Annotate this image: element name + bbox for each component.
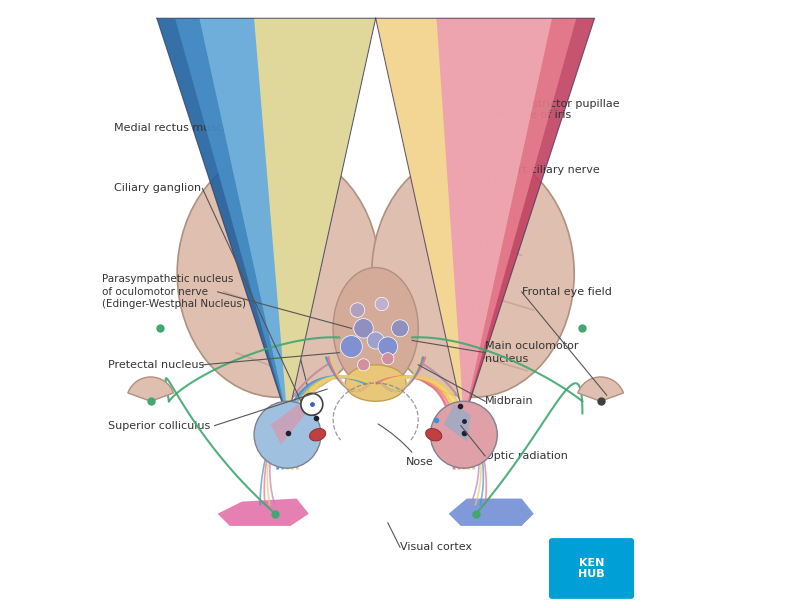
Ellipse shape [426, 429, 442, 441]
Circle shape [354, 319, 374, 338]
Polygon shape [376, 18, 552, 420]
Polygon shape [449, 499, 534, 526]
Polygon shape [444, 405, 470, 441]
Ellipse shape [310, 429, 326, 441]
Text: Superior colliculus: Superior colliculus [108, 421, 210, 430]
Polygon shape [376, 18, 464, 420]
Polygon shape [254, 18, 376, 420]
Text: Short ciliary nerve: Short ciliary nerve [498, 165, 600, 175]
Text: Parasympathetic nucleus
of oculomotor nerve
(Edinger-Westphal Nucleus): Parasympathetic nucleus of oculomotor ne… [102, 274, 246, 309]
Ellipse shape [177, 150, 380, 398]
Text: KEN
HUB: KEN HUB [578, 558, 605, 579]
Text: Main oculomotor
nucleus: Main oculomotor nucleus [485, 342, 578, 364]
Text: Pretectal nucleus: Pretectal nucleus [108, 360, 205, 370]
Ellipse shape [372, 150, 574, 398]
FancyBboxPatch shape [549, 538, 634, 599]
Circle shape [367, 332, 384, 349]
Wedge shape [128, 377, 174, 401]
Circle shape [430, 401, 498, 468]
Text: Medial rectus muscle: Medial rectus muscle [114, 123, 233, 133]
Text: Ciliary ganglion: Ciliary ganglion [114, 184, 202, 193]
Circle shape [301, 393, 322, 415]
Circle shape [341, 336, 362, 358]
Polygon shape [376, 18, 576, 420]
Polygon shape [218, 499, 309, 526]
Polygon shape [157, 18, 376, 420]
Text: Frontal eye field: Frontal eye field [522, 287, 611, 297]
Text: Nose: Nose [378, 424, 434, 467]
Circle shape [378, 337, 398, 356]
Circle shape [358, 359, 370, 371]
Circle shape [350, 303, 365, 317]
Circle shape [375, 297, 389, 311]
Wedge shape [578, 377, 623, 401]
Polygon shape [199, 18, 376, 420]
Polygon shape [376, 18, 594, 420]
Text: Midbrain: Midbrain [485, 396, 534, 406]
Circle shape [391, 320, 409, 337]
Circle shape [382, 353, 394, 365]
Text: Visual cortex: Visual cortex [400, 542, 472, 552]
Ellipse shape [346, 365, 406, 401]
Text: Optic radiation: Optic radiation [485, 451, 568, 461]
Ellipse shape [333, 268, 418, 389]
Text: To constrictor pupillae
muscle of iris: To constrictor pupillae muscle of iris [498, 98, 620, 120]
Polygon shape [270, 405, 307, 445]
Polygon shape [175, 18, 376, 420]
Circle shape [254, 401, 321, 468]
